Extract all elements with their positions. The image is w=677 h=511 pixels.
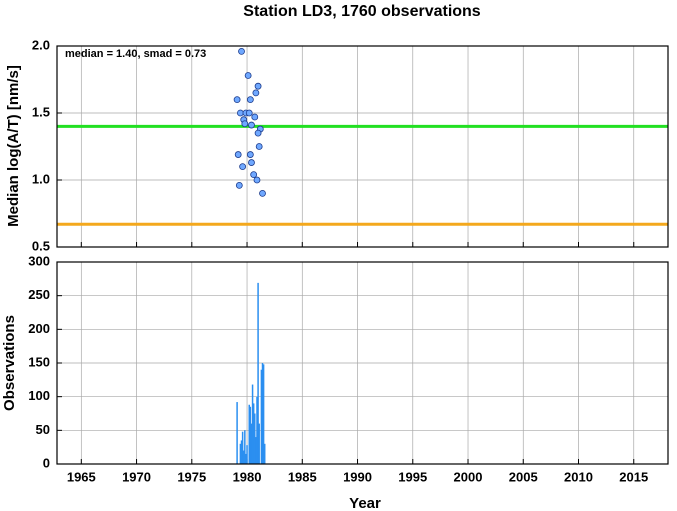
x-tick-label: 1990 (343, 469, 372, 484)
x-tick-label: 1965 (67, 469, 96, 484)
data-point (254, 129, 262, 137)
bar (246, 445, 248, 464)
data-point (233, 96, 241, 103)
data-point (253, 176, 261, 184)
bar (256, 396, 258, 464)
data-point (250, 171, 258, 179)
data-point (244, 72, 252, 79)
y-tick-label: 200 (28, 321, 50, 336)
bar (251, 384, 254, 464)
data-point (259, 189, 266, 197)
data-point (234, 151, 242, 158)
y-tick-label: 300 (28, 253, 50, 268)
x-tick-label: 1970 (122, 469, 151, 484)
bar (248, 404, 250, 464)
y-tick-label: 0.5 (32, 238, 50, 253)
bar (262, 364, 265, 464)
y-tick-label: 250 (28, 287, 50, 302)
bar (258, 423, 260, 464)
data-point (237, 109, 244, 117)
x-tick-label: 1980 (233, 469, 262, 484)
y-axis-label: Median log(A/T) [nm/s] (5, 65, 22, 227)
x-tick-label: 2005 (509, 469, 538, 484)
x-tick-label: 1985 (288, 469, 317, 484)
data-point (246, 151, 254, 158)
data-point (239, 163, 247, 171)
data-point (248, 121, 255, 129)
data-point (246, 96, 254, 103)
bar (240, 440, 243, 464)
bar (257, 282, 259, 464)
bar (241, 431, 244, 464)
data-point (255, 143, 263, 150)
x-tick-label: 1995 (398, 469, 427, 484)
bar (255, 437, 257, 464)
y-tick-label: 0 (43, 455, 50, 470)
data-point (252, 89, 260, 97)
bar (244, 430, 246, 464)
bar (242, 450, 245, 464)
data-point (241, 120, 249, 128)
x-tick-label: 2000 (454, 469, 483, 484)
bar (249, 406, 252, 464)
bar (254, 413, 256, 464)
y-tick-label: 50 (36, 422, 50, 437)
data-point (245, 109, 253, 117)
plot-frame (56, 261, 669, 465)
bar (236, 402, 238, 464)
bar (250, 423, 253, 464)
bar (252, 403, 255, 464)
bar (245, 453, 247, 464)
data-point (238, 47, 245, 55)
x-tick-label: 1975 (177, 469, 206, 484)
plot-frame (56, 45, 669, 248)
data-point (248, 159, 255, 166)
bar (260, 369, 263, 464)
y-tick-label: 2.0 (32, 37, 50, 52)
data-point (254, 82, 262, 90)
bar (261, 363, 264, 464)
bar (263, 443, 266, 464)
y-tick-label: 1.5 (32, 104, 50, 119)
data-point (235, 181, 243, 189)
y-tick-label: 1.0 (32, 171, 50, 186)
x-tick-label: 2010 (564, 469, 593, 484)
y-axis-label: Observations (1, 315, 18, 411)
chart-title: Station LD3, 1760 observations (243, 3, 481, 20)
x-tick-label: 2015 (619, 469, 648, 484)
y-tick-label: 100 (28, 388, 50, 403)
bar (239, 443, 242, 464)
y-tick-label: 150 (28, 354, 50, 369)
annotation: median = 1.40, smad = 0.73 (65, 48, 206, 60)
x-axis-label: Year (349, 495, 381, 511)
data-point (251, 113, 259, 121)
